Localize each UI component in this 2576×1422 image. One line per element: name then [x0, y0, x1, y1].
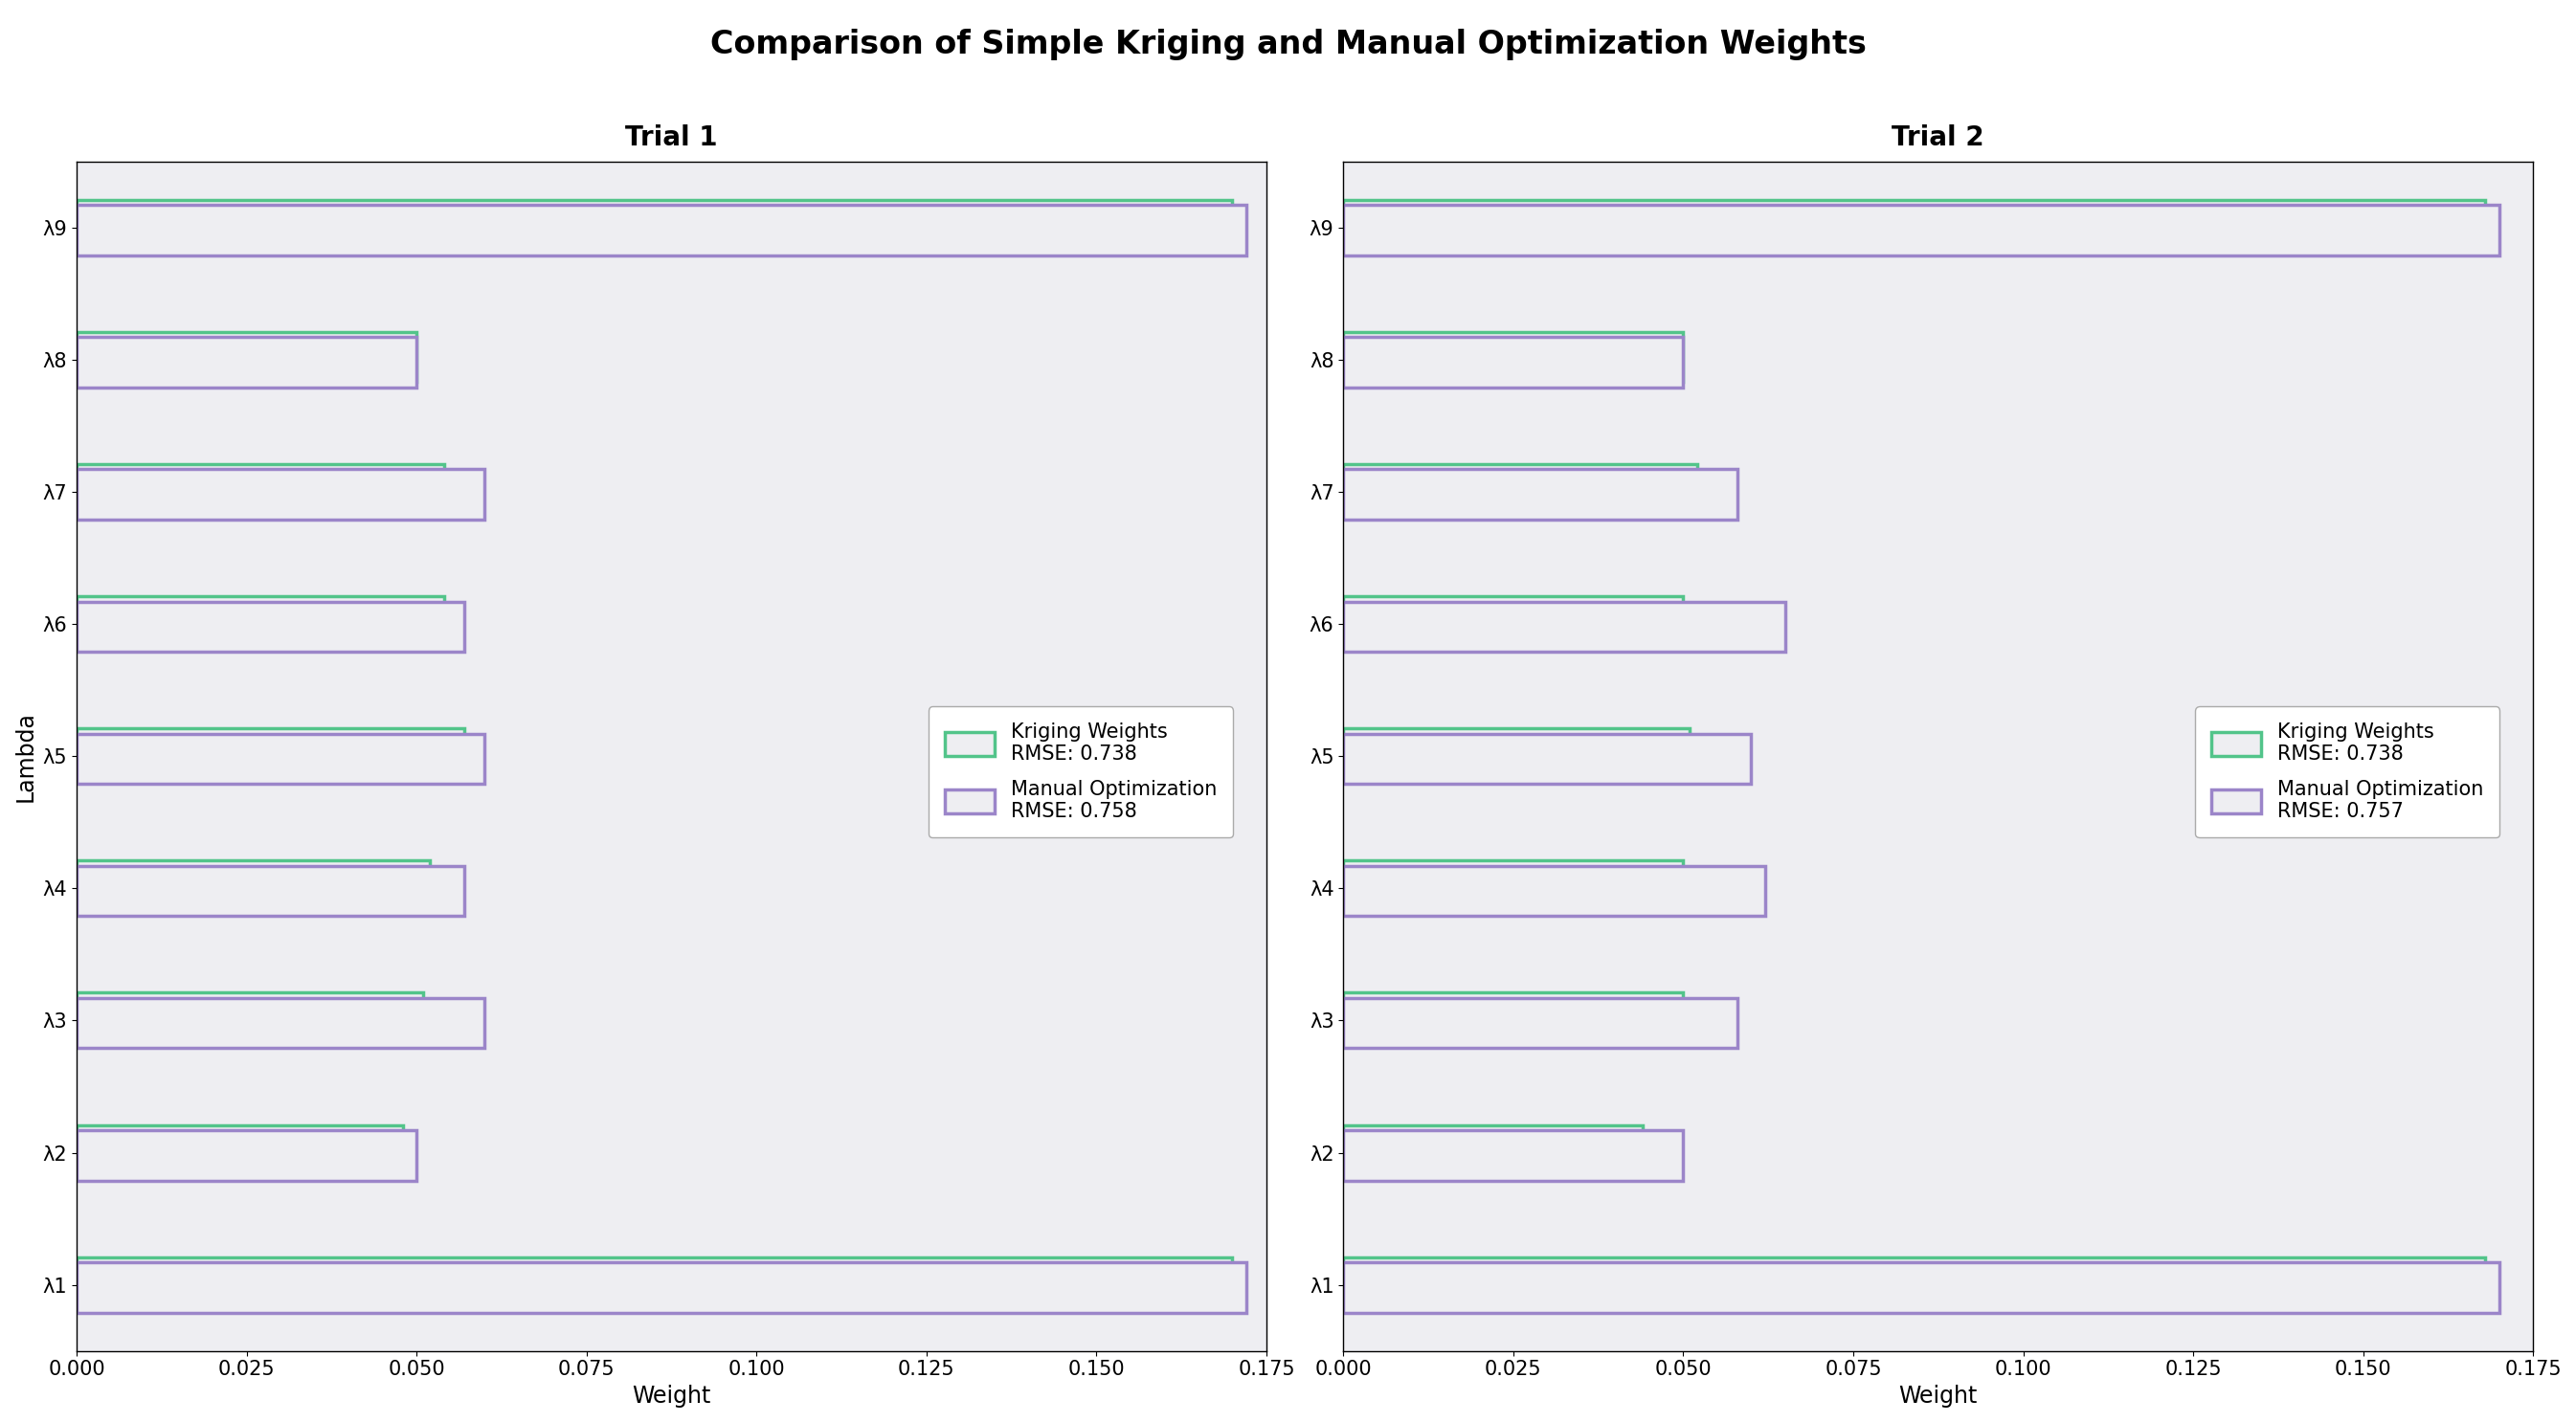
- Bar: [77, 993, 422, 1042]
- Bar: [77, 337, 417, 387]
- Bar: [1342, 331, 1682, 383]
- Bar: [77, 728, 464, 779]
- Y-axis label: Lambda: Lambda: [15, 711, 36, 802]
- Bar: [77, 469, 484, 519]
- Bar: [77, 860, 430, 910]
- Bar: [1342, 469, 1739, 519]
- Bar: [77, 1130, 417, 1180]
- Bar: [1342, 728, 1690, 779]
- Legend: Kriging Weights
RMSE: 0.738, Manual Optimization
RMSE: 0.758: Kriging Weights RMSE: 0.738, Manual Opti…: [930, 707, 1234, 838]
- Bar: [77, 199, 1231, 250]
- Bar: [77, 866, 464, 916]
- Bar: [1342, 734, 1752, 784]
- Bar: [1342, 199, 2486, 250]
- Bar: [77, 205, 1247, 255]
- Legend: Kriging Weights
RMSE: 0.738, Manual Optimization
RMSE: 0.757: Kriging Weights RMSE: 0.738, Manual Opti…: [2195, 707, 2499, 838]
- Bar: [1342, 602, 1785, 651]
- X-axis label: Weight: Weight: [1899, 1385, 1978, 1408]
- Bar: [1342, 866, 1765, 916]
- Bar: [77, 464, 443, 515]
- Bar: [1342, 1125, 1643, 1175]
- Bar: [1342, 860, 1682, 910]
- Bar: [1342, 205, 2499, 255]
- Bar: [1342, 993, 1682, 1042]
- Bar: [77, 331, 417, 383]
- Bar: [1342, 1257, 2486, 1307]
- Bar: [77, 998, 484, 1048]
- Text: Comparison of Simple Kriging and Manual Optimization Weights: Comparison of Simple Kriging and Manual …: [711, 28, 1865, 60]
- Title: Trial 1: Trial 1: [626, 124, 719, 151]
- Bar: [77, 734, 484, 784]
- Bar: [1342, 596, 1682, 647]
- Bar: [1342, 1130, 1682, 1180]
- Title: Trial 2: Trial 2: [1891, 124, 1984, 151]
- Bar: [77, 596, 443, 647]
- Bar: [77, 1125, 402, 1175]
- Bar: [77, 1263, 1247, 1313]
- Bar: [1342, 464, 1698, 515]
- Bar: [1342, 337, 1682, 387]
- Bar: [1342, 998, 1739, 1048]
- Bar: [1342, 1263, 2499, 1313]
- X-axis label: Weight: Weight: [631, 1385, 711, 1408]
- Bar: [77, 1257, 1231, 1307]
- Bar: [77, 602, 464, 651]
